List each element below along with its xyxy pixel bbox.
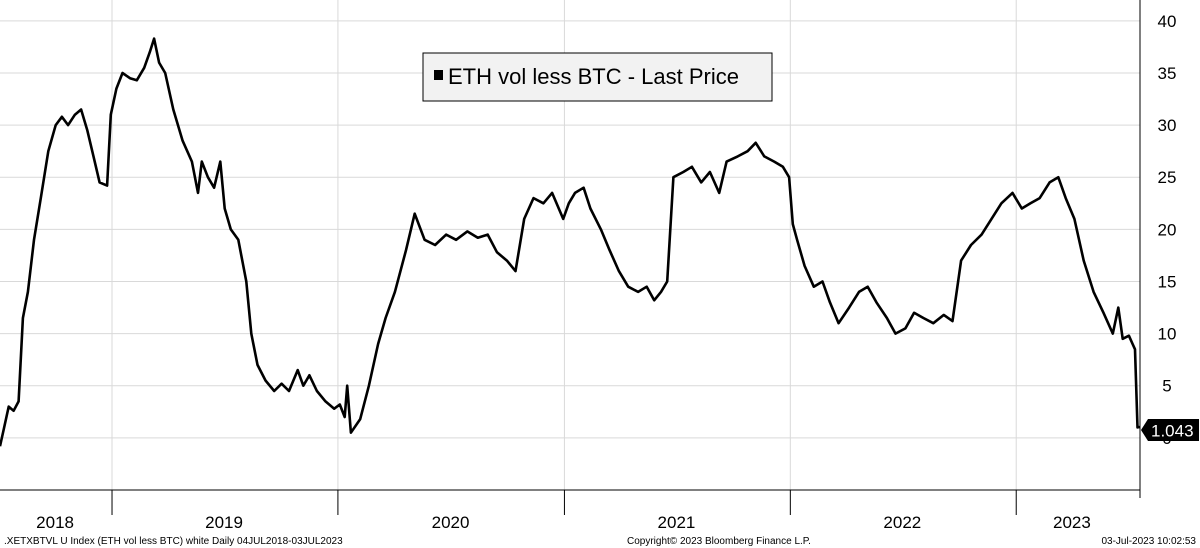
last-value-label: 1.043 xyxy=(1151,422,1194,441)
y-tick-label: 15 xyxy=(1158,272,1177,291)
x-tick-label: 2018 xyxy=(36,513,74,532)
grid xyxy=(0,0,1140,490)
footer: .XETXBTVL U Index (ETH vol less BTC) whi… xyxy=(4,536,1196,547)
legend-label: ETH vol less BTC - Last Price xyxy=(448,64,739,89)
x-tick-label: 2022 xyxy=(883,513,921,532)
y-tick-label: 25 xyxy=(1158,168,1177,187)
x-tick-label: 2019 xyxy=(205,513,243,532)
y-tick-label: 5 xyxy=(1162,377,1171,396)
footer-right: 03-Jul-2023 10:02:53 xyxy=(1101,536,1196,547)
y-tick-label: 10 xyxy=(1158,325,1177,344)
y-tick-label: 35 xyxy=(1158,64,1177,83)
legend-box xyxy=(422,52,773,102)
y-tick-label: 30 xyxy=(1158,116,1177,135)
legend-swatch xyxy=(434,70,443,80)
legend: ETH vol less BTC - Last Price xyxy=(422,52,773,102)
x-axis: 2018 2019 2020 2021 2022 2023 xyxy=(0,489,1140,532)
footer-center: Copyright© 2023 Bloomberg Finance L.P. xyxy=(627,536,811,547)
y-tick-label: 40 xyxy=(1158,12,1177,31)
x-tick-label: 2020 xyxy=(432,513,470,532)
last-value-badge: 1.043 xyxy=(1141,419,1199,441)
y-tick-label: 20 xyxy=(1158,220,1177,239)
series-line xyxy=(0,37,1141,447)
x-tick-label: 2021 xyxy=(658,513,696,532)
x-tick-label: 2023 xyxy=(1053,513,1091,532)
footer-left: .XETXBTVL U Index (ETH vol less BTC) whi… xyxy=(4,536,343,547)
last-value-badge-shape xyxy=(1141,419,1199,441)
